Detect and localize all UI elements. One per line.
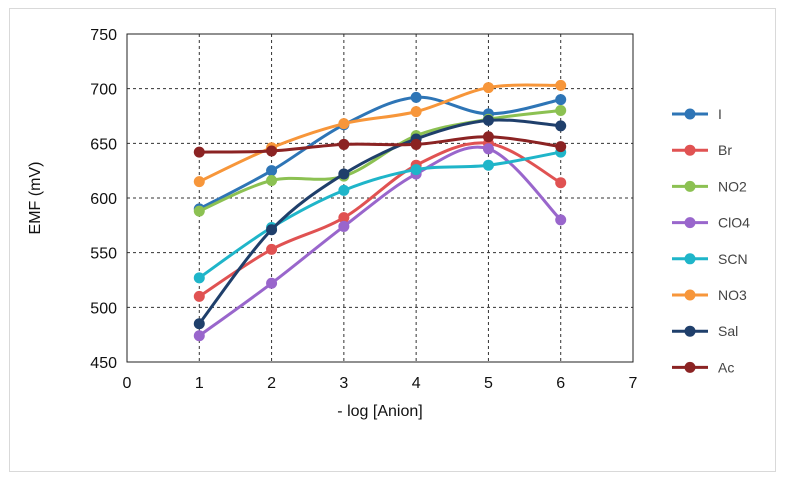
legend-swatch-marker (684, 108, 696, 120)
data-point-ac (482, 131, 494, 143)
data-point-br (338, 212, 350, 224)
data-point-sal (193, 318, 205, 330)
legend-swatch-marker (684, 289, 696, 301)
data-point-i (410, 91, 422, 103)
legend-label: NO2 (718, 178, 747, 194)
data-point-no2 (193, 205, 205, 217)
x-tick-label: 6 (556, 375, 565, 392)
series-line-br (198, 141, 562, 298)
series-layer (193, 79, 567, 342)
data-point-ac (338, 138, 350, 150)
series-line-clo4 (198, 145, 562, 337)
data-point-br (266, 243, 278, 255)
legend-swatch-marker (684, 144, 696, 156)
data-point-scn (482, 159, 494, 171)
legend-item-i: I (672, 106, 722, 122)
legend-item-no3: NO3 (672, 287, 747, 303)
y-tick-label: 500 (90, 300, 117, 317)
y-tick-label: 600 (90, 191, 117, 208)
y-tick-label: 650 (90, 136, 117, 153)
series-sal (193, 114, 567, 330)
series-no3 (193, 79, 567, 188)
data-point-clo4 (555, 214, 567, 226)
y-tick-label: 450 (90, 355, 117, 372)
x-tick-label: 2 (267, 375, 276, 392)
x-axis-title: - log [Anion] (337, 403, 422, 420)
legend-item-sal: Sal (672, 323, 738, 339)
legend-item-ac: Ac (672, 359, 734, 375)
legend-swatch-marker (684, 361, 696, 373)
x-tick-label: 7 (629, 375, 638, 392)
x-tick-label: 5 (484, 375, 493, 392)
series-line-ac (199, 135, 561, 154)
data-point-no3 (482, 82, 494, 94)
data-point-no3 (338, 118, 350, 130)
data-point-br (555, 177, 567, 189)
data-point-sal (266, 224, 278, 236)
y-tick-label: 750 (90, 27, 117, 44)
legend-label: Br (718, 142, 732, 158)
legend-label: NO3 (718, 287, 747, 303)
data-point-sal (482, 114, 494, 126)
y-tick-label: 550 (90, 246, 117, 263)
data-point-scn (338, 184, 350, 196)
chart-frame (9, 8, 776, 472)
y-axis-title: EMF (mV) (27, 162, 44, 235)
x-tick-label: 4 (412, 375, 421, 392)
y-axis-ticks: 450 500 550 600 650 700 750 (90, 27, 117, 372)
data-point-no2 (555, 105, 567, 117)
legend-label: Ac (718, 359, 734, 375)
data-point-br (193, 290, 205, 302)
x-axis-ticks: 0 1 2 3 4 5 6 7 (123, 375, 638, 392)
x-tick-label: 1 (195, 375, 204, 392)
x-tick-label: 0 (123, 375, 132, 392)
legend-item-no2: NO2 (672, 178, 747, 194)
data-point-no3 (193, 176, 205, 188)
legend: I Br NO2 ClO4 SCN NO3 Sal Ac (672, 106, 750, 375)
data-point-scn (410, 164, 422, 176)
data-point-ac (555, 141, 567, 153)
data-point-clo4 (193, 330, 205, 342)
legend-swatch-marker (684, 253, 696, 265)
series-line-no2 (198, 109, 561, 213)
legend-label: Sal (718, 323, 738, 339)
legend-item-br: Br (672, 142, 732, 158)
data-point-clo4 (266, 277, 278, 289)
legend-item-scn: SCN (672, 251, 748, 267)
data-point-sal (555, 120, 567, 132)
series-ac (193, 131, 567, 158)
data-point-ac (266, 145, 278, 157)
legend-label: ClO4 (718, 215, 750, 231)
data-point-no3 (555, 79, 567, 91)
plot-area-border (126, 33, 634, 363)
series-clo4 (193, 143, 567, 342)
data-point-no2 (266, 175, 278, 187)
data-point-sal (338, 168, 350, 180)
y-tick-label: 700 (90, 82, 117, 99)
series-line-no3 (198, 83, 561, 183)
x-tick-label: 3 (339, 375, 348, 392)
data-point-ac (193, 146, 205, 158)
data-point-clo4 (338, 220, 350, 232)
legend-label: SCN (718, 251, 748, 267)
data-point-ac (410, 138, 422, 150)
legend-label: I (718, 106, 722, 122)
legend-swatch-marker (684, 180, 696, 192)
legend-swatch-marker (684, 217, 696, 229)
data-point-i (555, 94, 567, 106)
legend-item-clo4: ClO4 (672, 215, 750, 231)
data-point-scn (193, 272, 205, 284)
data-point-i (266, 165, 278, 177)
data-point-no3 (410, 106, 422, 118)
data-point-clo4 (482, 143, 494, 155)
legend-swatch-marker (684, 325, 696, 337)
